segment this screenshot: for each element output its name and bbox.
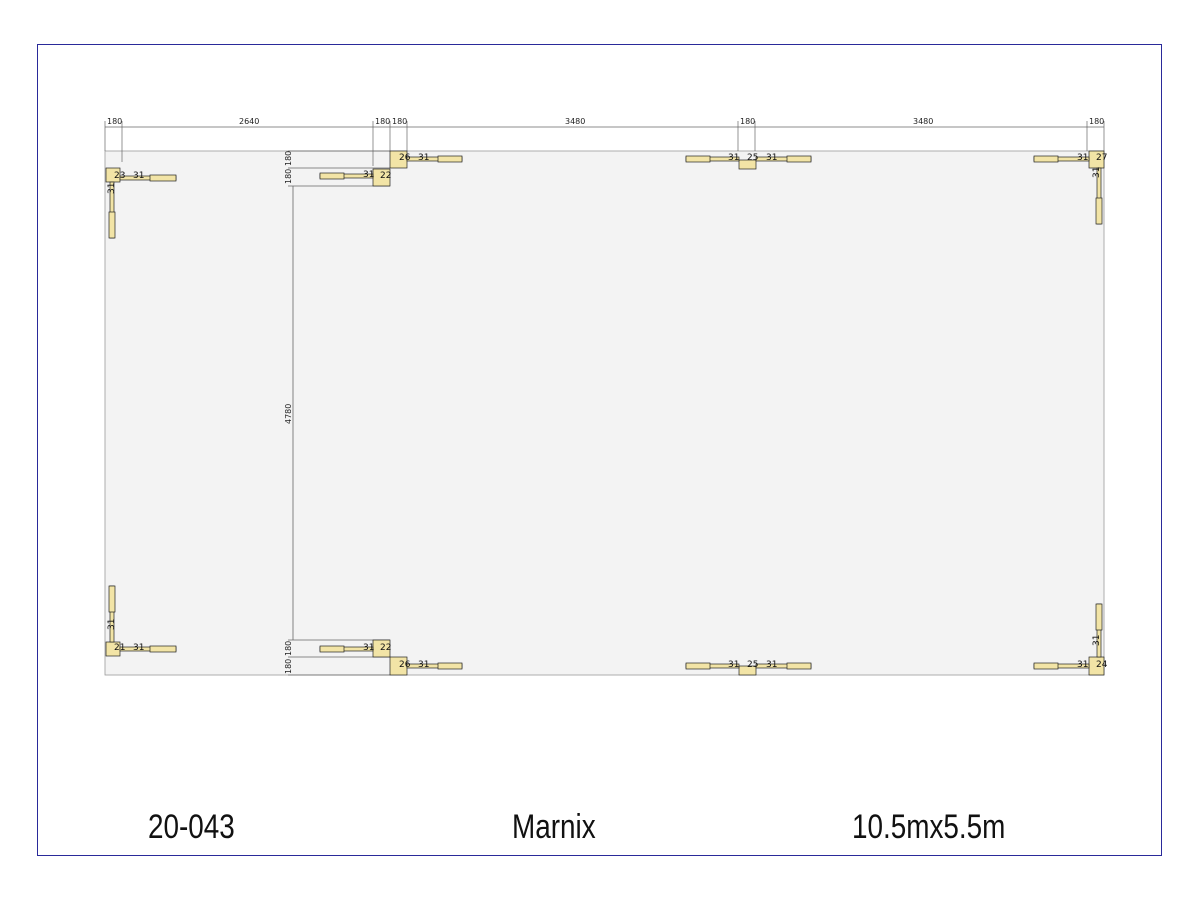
label-ti-h: 31 <box>363 170 374 180</box>
label-tr-v: 31 <box>1092 167 1102 178</box>
dim-vert-1: 180 <box>284 151 293 166</box>
dim-top-6: 180 <box>740 117 755 126</box>
label-tr-post: 27 <box>1096 153 1107 163</box>
label-bm-r: 31 <box>766 660 777 670</box>
top-dimension-chain <box>104 121 1105 166</box>
dim-top-4: 180 <box>392 117 407 126</box>
dim-top-8: 180 <box>1089 117 1104 126</box>
label-bi-post: 22 <box>380 643 391 653</box>
label-tl-post: 23 <box>114 171 125 181</box>
label-tm-r: 31 <box>766 153 777 163</box>
label-br-h: 31 <box>1077 660 1088 670</box>
dim-top-3: 180 <box>375 117 390 126</box>
drawing-sheet-frame <box>37 44 1162 856</box>
label-tl-v: 31 <box>107 183 117 194</box>
dim-top-5: 3480 <box>565 117 585 126</box>
label-td-post: 26 <box>399 153 411 163</box>
dim-vert-2: 180 <box>284 169 293 184</box>
dim-top-2: 2640 <box>239 117 259 126</box>
label-bi-h: 31 <box>363 643 374 653</box>
project-name: Marnix <box>512 808 596 846</box>
label-br-post: 24 <box>1096 660 1108 670</box>
dim-vert-3: 4780 <box>284 404 293 424</box>
label-bd-post: 26 <box>399 660 411 670</box>
dim-vert-4: 180 <box>284 641 293 656</box>
label-tm-l: 31 <box>728 153 739 163</box>
timber-elements <box>105 150 1105 676</box>
label-td-h: 31 <box>418 153 429 163</box>
label-bl-post: 21 <box>114 643 125 653</box>
label-bd-h: 31 <box>418 660 429 670</box>
label-bl-h: 31 <box>133 643 144 653</box>
project-number: 20-043 <box>148 808 235 846</box>
dim-top-7: 3480 <box>913 117 933 126</box>
label-tl-h: 31 <box>133 171 144 181</box>
label-ti-post: 22 <box>380 171 391 181</box>
label-bl-v: 31 <box>107 619 117 630</box>
label-tr-h: 31 <box>1077 153 1088 163</box>
label-bm-l: 31 <box>728 660 739 670</box>
label-bm-post: 25 <box>747 660 758 670</box>
project-size: 10.5mx5.5m <box>852 808 1006 846</box>
vertical-dimension-chain <box>288 150 390 676</box>
label-br-v: 31 <box>1092 635 1102 646</box>
label-tm-post: 25 <box>747 153 758 163</box>
dim-top-1: 180 <box>107 117 122 126</box>
floor-area <box>104 150 1105 676</box>
dim-vert-5: 180 <box>284 659 293 674</box>
